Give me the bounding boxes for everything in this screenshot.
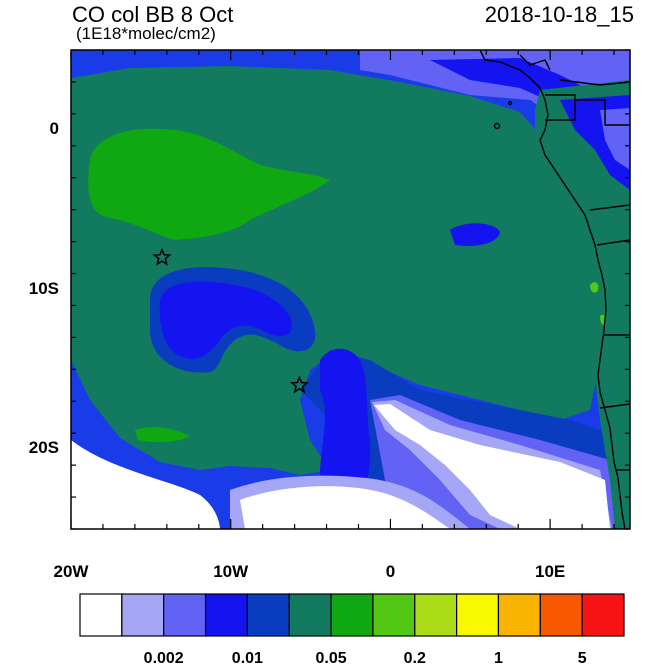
lat-label: 20S <box>28 438 59 458</box>
border-1 <box>545 94 576 121</box>
colorbar-box <box>330 593 374 637</box>
field-land-light <box>600 108 630 170</box>
markers <box>152 247 309 394</box>
valid-time: 2018-10-18_15 <box>484 2 634 27</box>
colorbar-box <box>372 593 416 637</box>
colorbar-box <box>121 593 165 637</box>
field-blob-inner <box>159 281 292 359</box>
coastline-africa <box>479 50 626 529</box>
star-2-marker-icon <box>289 375 309 394</box>
map-title: CO col BB 8 Oct <box>72 2 234 27</box>
border-2 <box>575 99 630 126</box>
colorbar-box <box>456 593 500 637</box>
island-1 <box>493 122 501 130</box>
star-1-marker-icon <box>152 247 172 266</box>
colorbar-label: 0.002 <box>143 650 184 667</box>
lat-label: 0 <box>49 118 59 138</box>
co-field <box>71 50 630 529</box>
colorbar-box <box>414 593 458 637</box>
colorbar-box <box>163 593 207 637</box>
lon-label: 10W <box>213 562 249 581</box>
axis-ticks <box>70 49 630 530</box>
border-6 <box>599 403 630 409</box>
lon-label: 0 <box>385 562 396 581</box>
field-blue-tongue <box>320 348 371 501</box>
colorbar-label: 5 <box>577 650 587 667</box>
field-blue-east-patch <box>450 223 500 246</box>
colorbar-box <box>581 593 625 637</box>
field-white-se <box>374 404 610 529</box>
colorbar-box <box>79 593 123 637</box>
colorbar-label: 0.2 <box>403 650 426 667</box>
field-green-sw <box>135 427 190 443</box>
border-3 <box>589 204 630 211</box>
colorbar-box <box>288 593 332 637</box>
field-blue-north-inner <box>430 58 630 150</box>
colorbar-label: 1 <box>494 650 503 667</box>
map-units: (1E18*molec/cm2) <box>76 24 216 43</box>
lon-label: 10E <box>535 562 566 581</box>
field-white-south <box>240 486 450 529</box>
border-8 <box>519 54 551 71</box>
colorbar-label: 0.05 <box>315 650 347 667</box>
field-green-nw <box>88 128 331 240</box>
lon-label: 20W <box>53 562 89 581</box>
map-frame <box>70 49 631 530</box>
colorbar <box>79 593 625 637</box>
field-land-green-dot <box>590 282 599 293</box>
colorbar-label: 0.01 <box>231 650 263 667</box>
colorbar-box <box>539 593 583 637</box>
colorbar-box <box>497 593 541 637</box>
field-white-sw <box>71 440 220 529</box>
lat-label: 10S <box>28 278 59 298</box>
island-2 <box>507 100 513 106</box>
colorbar-box <box>246 593 290 637</box>
border-4 <box>596 239 630 246</box>
colorbar-box <box>204 593 248 637</box>
coastline <box>479 50 630 529</box>
border-9 <box>559 79 630 86</box>
